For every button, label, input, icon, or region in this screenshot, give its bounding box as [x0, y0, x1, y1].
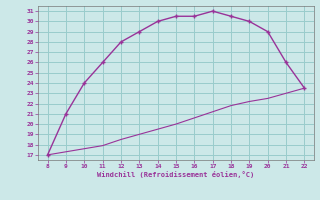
X-axis label: Windchill (Refroidissement éolien,°C): Windchill (Refroidissement éolien,°C)	[97, 171, 255, 178]
